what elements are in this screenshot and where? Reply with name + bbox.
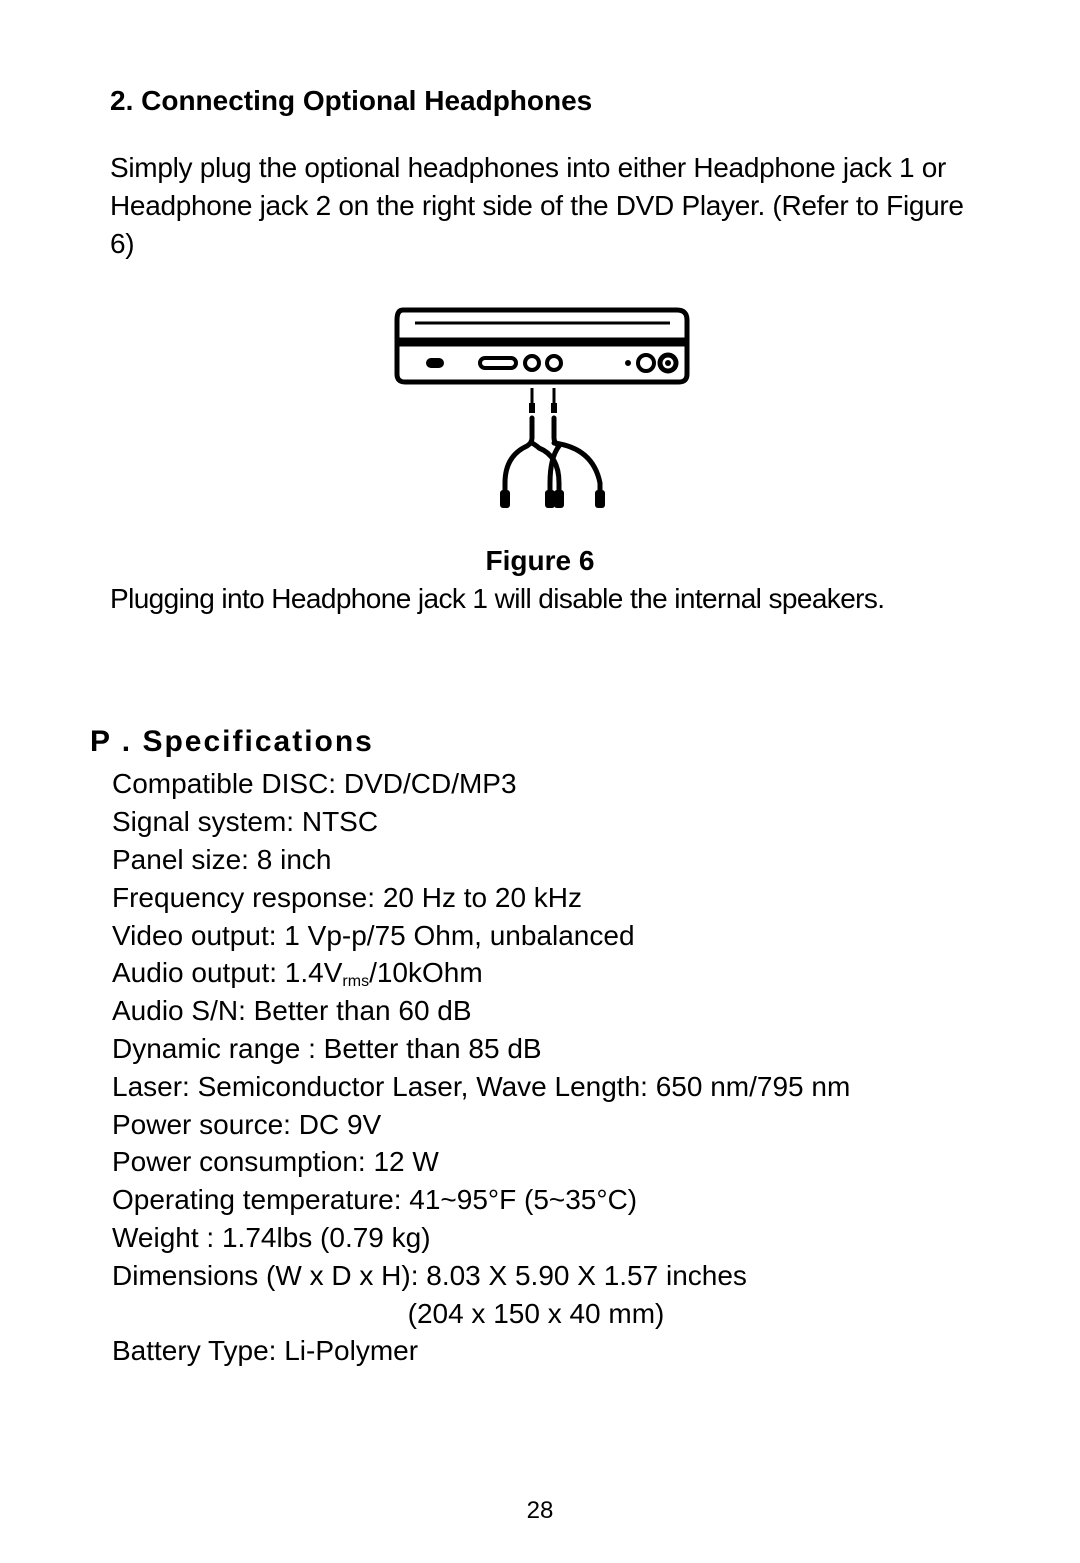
figure-note: Plugging into Headphone jack 1 will disa… <box>110 583 990 615</box>
spec-line: Audio S/N: Better than 60 dB <box>112 992 990 1030</box>
spec-line: Operating temperature: 41~95°F (5~35°C) <box>112 1181 990 1219</box>
figure-6 <box>90 300 990 515</box>
spec-line: Dynamic range : Better than 85 dB <box>112 1030 990 1068</box>
spec-line: Dimensions (W x D x H): 8.03 X 5.90 X 1.… <box>112 1257 990 1295</box>
spec-line: Frequency response: 20 Hz to 20 kHz <box>112 879 990 917</box>
page-number: 28 <box>0 1497 1080 1525</box>
spec-line: (204 x 150 x 40 mm) <box>112 1295 990 1333</box>
document-page: 2. Connecting Optional Headphones Simply… <box>0 0 1080 1563</box>
section-body: Simply plug the optional headphones into… <box>110 149 990 262</box>
figure-caption: Figure 6 <box>90 545 990 577</box>
specifications-list: Compatible DISC: DVD/CD/MP3Signal system… <box>112 765 990 1370</box>
spec-line: Battery Type: Li-Polymer <box>112 1332 990 1370</box>
headphone-diagram-icon <box>380 300 700 510</box>
section-heading: 2. Connecting Optional Headphones <box>110 85 990 117</box>
spec-line: Panel size: 8 inch <box>112 841 990 879</box>
spec-line: Compatible DISC: DVD/CD/MP3 <box>112 765 990 803</box>
specifications-heading: P . Specifications <box>90 725 990 759</box>
spec-line: Signal system: NTSC <box>112 803 990 841</box>
spec-line: Video output: 1 Vp-p/75 Ohm, unbalanced <box>112 917 990 955</box>
spec-line: Laser: Semiconductor Laser, Wave Length:… <box>112 1068 990 1106</box>
spec-line: Weight : 1.74lbs (0.79 kg) <box>112 1219 990 1257</box>
spec-line: Audio output: 1.4Vrms/10kOhm <box>112 954 990 992</box>
spec-line: Power consumption: 12 W <box>112 1143 990 1181</box>
spec-line: Power source: DC 9V <box>112 1106 990 1144</box>
